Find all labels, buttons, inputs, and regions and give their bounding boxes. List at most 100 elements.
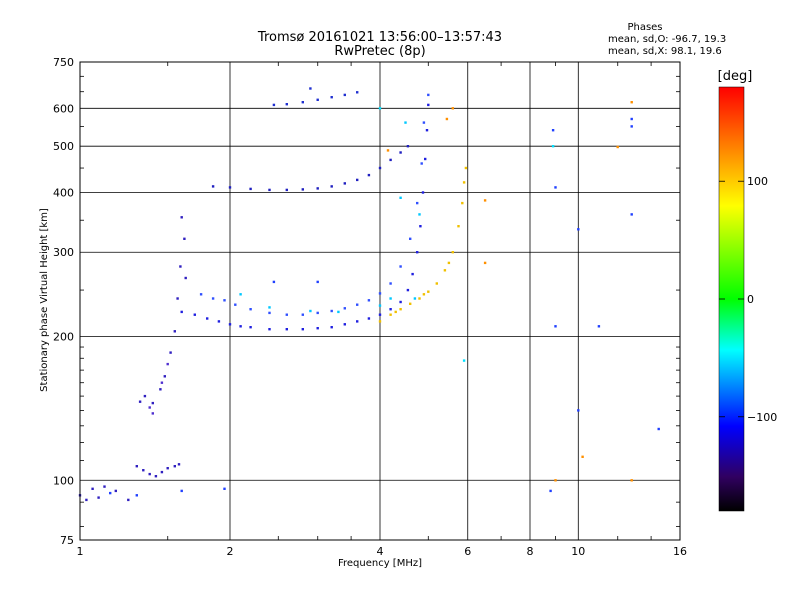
data-point bbox=[443, 269, 447, 272]
data-point bbox=[138, 400, 142, 403]
data-point bbox=[154, 475, 158, 478]
data-point bbox=[316, 98, 319, 101]
data-point bbox=[420, 162, 423, 165]
data-point bbox=[554, 186, 557, 189]
y-tick-label: 200 bbox=[53, 330, 74, 343]
data-point bbox=[549, 489, 552, 493]
data-point bbox=[425, 129, 429, 132]
y-axis-label: Stationary phase Virtual Height [km] bbox=[39, 208, 50, 392]
data-point bbox=[399, 300, 402, 304]
data-point bbox=[151, 401, 154, 405]
data-point bbox=[179, 265, 182, 268]
data-point bbox=[421, 191, 425, 194]
data-point bbox=[114, 489, 117, 493]
data-point bbox=[616, 145, 619, 149]
data-point bbox=[389, 308, 392, 311]
data-point bbox=[356, 178, 359, 182]
data-point bbox=[630, 117, 633, 121]
phases-heading: Phases bbox=[627, 22, 662, 33]
phases-x-stats: mean, sd,X: 98.1, 19.6 bbox=[608, 46, 722, 57]
data-point bbox=[577, 409, 580, 412]
data-point bbox=[91, 487, 94, 490]
data-point bbox=[234, 303, 237, 306]
data-point bbox=[356, 91, 359, 94]
data-point bbox=[399, 308, 402, 311]
data-point bbox=[418, 213, 421, 216]
y-tick-label: 100 bbox=[53, 474, 74, 487]
data-point bbox=[199, 293, 203, 296]
data-point bbox=[330, 326, 333, 329]
data-point bbox=[378, 107, 382, 110]
data-point bbox=[330, 309, 333, 313]
data-point bbox=[316, 187, 319, 190]
data-point bbox=[630, 213, 633, 216]
data-point bbox=[551, 145, 555, 148]
data-point bbox=[239, 325, 242, 328]
data-point bbox=[268, 306, 271, 309]
data-point bbox=[630, 101, 633, 104]
data-point bbox=[127, 498, 130, 502]
data-point bbox=[337, 310, 340, 314]
data-point bbox=[206, 317, 209, 320]
data-point bbox=[451, 251, 454, 254]
data-point bbox=[427, 93, 430, 97]
data-point bbox=[343, 323, 346, 326]
data-point bbox=[109, 491, 112, 495]
data-point bbox=[427, 290, 430, 293]
data-point bbox=[148, 406, 151, 409]
data-point bbox=[554, 479, 557, 482]
colorbar-tick-label: −100 bbox=[747, 411, 777, 424]
data-point bbox=[301, 101, 304, 104]
y-tick-label: 600 bbox=[53, 102, 74, 115]
data-point bbox=[285, 328, 288, 331]
data-point bbox=[581, 455, 584, 458]
data-point bbox=[135, 494, 138, 497]
data-point bbox=[228, 323, 232, 326]
data-point bbox=[367, 173, 371, 177]
y-tick-label: 300 bbox=[53, 246, 74, 259]
data-point bbox=[483, 261, 487, 265]
data-point bbox=[173, 330, 176, 333]
data-point bbox=[394, 310, 397, 314]
data-point bbox=[249, 187, 252, 191]
data-point bbox=[184, 276, 187, 280]
data-point bbox=[657, 427, 660, 431]
y-tick-label: 400 bbox=[53, 186, 74, 199]
colorbar-ticks: 100 0 −100 bbox=[719, 175, 777, 424]
chart-subtitle: RwPretec (8p) bbox=[334, 44, 425, 59]
data-point bbox=[378, 313, 382, 316]
data-point bbox=[223, 487, 226, 490]
chart-title: Tromsø 20161021 13:56:00–13:57:43 bbox=[257, 30, 502, 45]
data-point bbox=[483, 199, 487, 202]
data-point bbox=[435, 282, 438, 285]
data-point bbox=[316, 311, 319, 315]
data-point bbox=[457, 225, 460, 228]
data-point bbox=[413, 297, 417, 300]
x-tick-label: 2 bbox=[227, 545, 234, 558]
data-point bbox=[301, 188, 304, 191]
x-tick-label: 16 bbox=[673, 545, 687, 558]
data-point bbox=[143, 394, 147, 398]
data-point bbox=[551, 129, 555, 132]
colorbar-unit-label: [deg] bbox=[718, 69, 753, 84]
data-point bbox=[356, 320, 359, 323]
data-point bbox=[180, 216, 183, 219]
data-point bbox=[151, 412, 154, 415]
data-point bbox=[378, 320, 382, 323]
data-point bbox=[389, 297, 392, 300]
data-point bbox=[630, 479, 633, 482]
data-point bbox=[163, 375, 166, 378]
data-point bbox=[451, 107, 454, 110]
data-point bbox=[356, 303, 359, 306]
data-point bbox=[367, 317, 371, 320]
data-point bbox=[367, 299, 371, 302]
y-tick-label: 500 bbox=[53, 140, 74, 153]
data-point bbox=[177, 463, 181, 466]
data-point bbox=[399, 196, 402, 199]
data-point bbox=[343, 93, 346, 97]
data-point bbox=[411, 272, 414, 276]
data-point bbox=[268, 188, 271, 192]
data-point bbox=[97, 496, 100, 499]
data-point bbox=[285, 188, 288, 192]
data-point bbox=[630, 125, 633, 128]
